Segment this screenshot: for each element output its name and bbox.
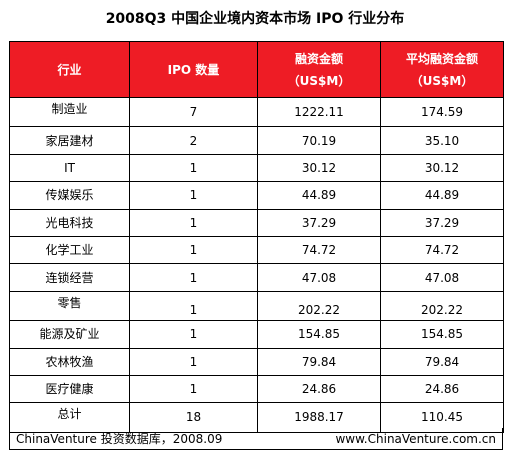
table-body: 制造业 7 1222.11 174.59 家居建材 2 70.19 35.10 IT 1 30.12…: [9, 96, 504, 433]
cell-amount: 202.22: [257, 290, 381, 322]
cell-amount: 70.19: [257, 126, 381, 155]
cell-average: 174.59: [380, 96, 504, 128]
cell-industry: 化学工业: [9, 235, 130, 265]
table-row: 总计 18 1988.17 110.45: [9, 402, 504, 433]
table-row: 连锁经营 1 47.08 47.08: [9, 263, 504, 292]
cell-average: 74.72: [380, 235, 504, 265]
cell-ipo-count: 1: [129, 263, 258, 292]
cell-ipo-count: 1: [129, 347, 258, 376]
cell-ipo-count: 1: [129, 153, 258, 183]
table-title: 2008Q3 中国企业境内资本市场 IPO 行业分布: [105, 11, 405, 27]
cell-ipo-count: 2: [129, 126, 258, 155]
table-row: 光电科技 1 37.29 37.29: [9, 208, 504, 237]
table-row: 能源及矿业 1 154.85 154.85: [9, 320, 504, 349]
cell-ipo-count: 18: [129, 402, 258, 433]
cell-industry: 制造业: [9, 96, 130, 128]
table-row: 医疗健康 1 24.86 24.86: [9, 374, 504, 404]
cell-industry: 光电科技: [9, 208, 130, 237]
cell-amount: 47.08: [257, 263, 381, 292]
table-row: IT 1 30.12 30.12: [9, 153, 504, 183]
ipo-industry-table: 行业 IPO 数量 融资金额 （US$M） 平均融资金额 （US$M） 制造业 7 12…: [9, 41, 504, 433]
cell-average: 37.29: [380, 208, 504, 237]
footer: ChinaVenture 投资数据库，2008.09 www.ChinaVent…: [9, 428, 503, 450]
table-row: 传媒娱乐 1 44.89 44.89: [9, 181, 504, 210]
table-row: 农林牧渔 1 79.84 79.84: [9, 347, 504, 376]
cell-amount: 74.72: [257, 235, 381, 265]
cell-industry: 传媒娱乐: [9, 181, 130, 210]
cell-average: 24.86: [380, 374, 504, 404]
cell-average: 110.45: [380, 402, 504, 433]
header-industry: 行业: [9, 41, 130, 98]
cell-industry: 能源及矿业: [9, 320, 130, 349]
cell-industry: 零售: [9, 290, 130, 322]
cell-average: 47.08: [380, 263, 504, 292]
cell-average: 30.12: [380, 153, 504, 183]
cell-average: 79.84: [380, 347, 504, 376]
cell-industry: IT: [9, 153, 130, 183]
cell-amount: 79.84: [257, 347, 381, 376]
cell-ipo-count: 1: [129, 374, 258, 404]
cell-industry: 农林牧渔: [9, 347, 130, 376]
cell-average: 35.10: [380, 126, 504, 155]
cell-amount: 44.89: [257, 181, 381, 210]
table-row: 制造业 7 1222.11 174.59: [9, 96, 504, 128]
cell-amount: 24.86: [257, 374, 381, 404]
cell-ipo-count: 7: [129, 96, 258, 128]
cell-industry: 家居建材: [9, 126, 130, 155]
header-ipo-count: IPO 数量: [129, 41, 258, 98]
table-row: 零售 1 202.22 202.22: [9, 290, 504, 322]
cell-amount: 1222.11: [257, 96, 381, 128]
cell-ipo-count: 1: [129, 290, 258, 322]
cell-amount: 30.12: [257, 153, 381, 183]
header-amount: 融资金额 （US$M）: [257, 41, 381, 98]
cell-ipo-count: 1: [129, 320, 258, 349]
cell-average: 154.85: [380, 320, 504, 349]
cell-amount: 37.29: [257, 208, 381, 237]
header-row: 行业 IPO 数量 融资金额 （US$M） 平均融资金额 （US$M）: [9, 41, 504, 98]
cell-industry: 总计: [9, 402, 130, 433]
cell-industry: 医疗健康: [9, 374, 130, 404]
footer-website: www.ChinaVenture.com.cn: [335, 432, 496, 446]
cell-amount: 154.85: [257, 320, 381, 349]
cell-average: 44.89: [380, 181, 504, 210]
cell-ipo-count: 1: [129, 208, 258, 237]
table-row: 化学工业 1 74.72 74.72: [9, 235, 504, 265]
footer-source: ChinaVenture 投资数据库，2008.09: [16, 432, 223, 446]
cell-ipo-count: 1: [129, 181, 258, 210]
header-average: 平均融资金额 （US$M）: [380, 41, 504, 98]
cell-industry: 连锁经营: [9, 263, 130, 292]
cell-ipo-count: 1: [129, 235, 258, 265]
cell-average: 202.22: [380, 290, 504, 322]
table-row: 家居建材 2 70.19 35.10: [9, 126, 504, 155]
